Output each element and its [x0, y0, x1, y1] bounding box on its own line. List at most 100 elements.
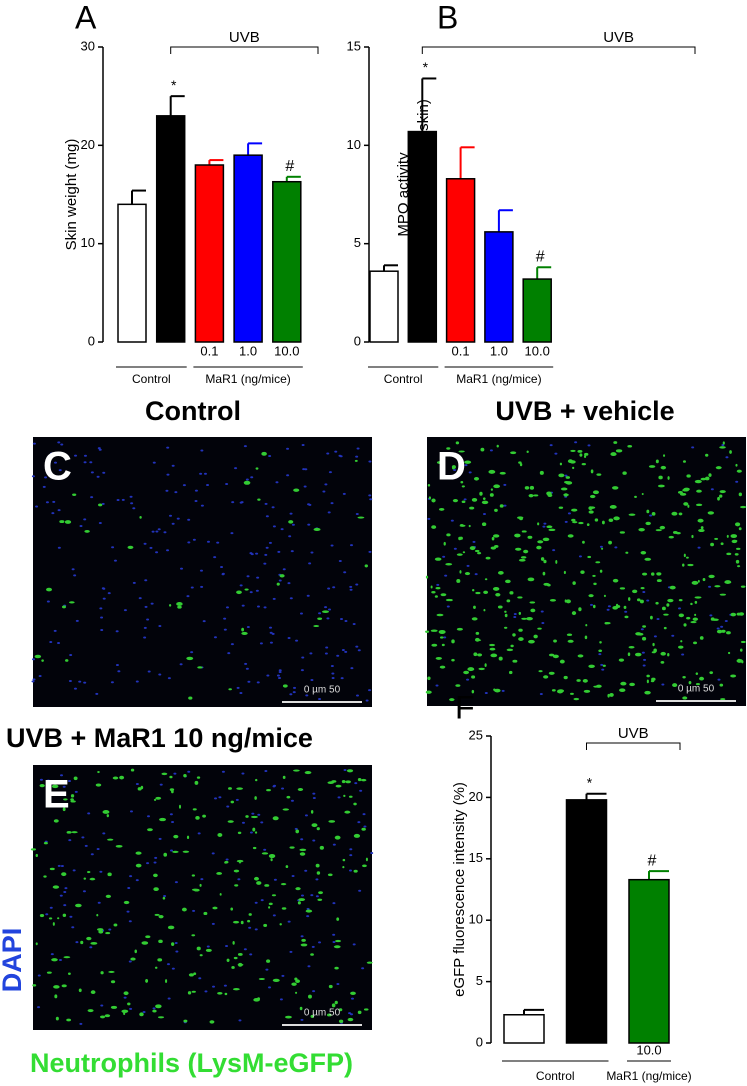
nucleus: [216, 541, 220, 544]
neutrophil: [619, 688, 626, 693]
nucleus: [340, 677, 344, 680]
nucleus: [463, 498, 467, 501]
neutrophil: [471, 675, 476, 679]
neutrophil: [234, 884, 239, 887]
neutrophil: [236, 859, 244, 863]
neutrophil: [588, 664, 595, 669]
nucleus: [549, 444, 553, 447]
neutrophil: [736, 469, 742, 473]
nucleus: [370, 851, 374, 854]
neutrophil: [692, 617, 699, 621]
nucleus: [269, 626, 273, 629]
neutrophil: [651, 677, 656, 681]
neutrophil: [192, 808, 197, 811]
nucleus: [68, 839, 72, 842]
neutrophil: [139, 1012, 144, 1017]
nucleus: [332, 940, 336, 943]
scale-label: 0 µm 50: [304, 685, 341, 696]
neutrophil: [521, 617, 528, 620]
neutrophil: [655, 601, 659, 605]
nucleus: [290, 799, 294, 802]
nucleus: [199, 569, 203, 572]
neutrophil: [699, 636, 704, 640]
nucleus: [315, 895, 319, 898]
nucleus: [681, 653, 685, 656]
nucleus: [225, 606, 229, 609]
nucleus: [126, 910, 130, 913]
nucleus: [221, 770, 225, 773]
nucleus: [44, 476, 48, 479]
neutrophil: [678, 512, 683, 516]
neutrophil: [54, 994, 58, 999]
neutrophil: [298, 898, 306, 902]
neutrophil: [105, 932, 111, 935]
neutrophil: [279, 574, 285, 578]
nucleus: [277, 677, 281, 680]
nucleus: [90, 471, 94, 474]
neutrophil: [425, 630, 430, 633]
nucleus: [96, 848, 100, 851]
nucleus: [83, 454, 87, 457]
nucleus: [472, 540, 476, 543]
nucleus: [74, 790, 78, 793]
neutrophil: [193, 888, 200, 892]
neutrophil: [282, 808, 290, 811]
neutrophil: [587, 555, 592, 559]
nucleus: [220, 565, 224, 568]
nucleus: [49, 641, 53, 644]
neutrophil: [441, 643, 445, 647]
neutrophil: [226, 958, 230, 962]
neutrophil: [518, 558, 526, 562]
nucleus: [248, 926, 252, 929]
neutrophil: [489, 643, 496, 647]
neutrophil: [90, 990, 96, 995]
nucleus: [352, 622, 356, 625]
neutrophil: [730, 612, 737, 617]
nucleus: [540, 610, 544, 613]
nucleus: [642, 664, 646, 667]
nucleus: [342, 492, 346, 495]
neutrophil: [98, 930, 104, 934]
x-tick-label: 0.1: [452, 343, 470, 358]
neutrophil: [233, 869, 240, 873]
neutrophil: [240, 920, 244, 925]
neutrophil: [336, 917, 340, 921]
neutrophil: [504, 610, 507, 613]
neutrophil: [154, 966, 158, 969]
nucleus: [363, 825, 367, 828]
nucleus: [180, 567, 184, 570]
neutrophil: [451, 465, 456, 469]
neutrophil: [644, 690, 651, 695]
neutrophil: [497, 605, 503, 609]
neutrophil: [427, 483, 431, 487]
nucleus: [174, 942, 178, 945]
nucleus: [357, 821, 361, 824]
nucleus: [83, 461, 87, 464]
neutrophil: [139, 516, 142, 519]
neutrophil: [257, 498, 261, 501]
neutrophil: [458, 450, 465, 453]
nucleus: [111, 546, 115, 549]
neutrophil: [714, 537, 719, 540]
neutrophil: [628, 646, 635, 649]
neutrophil: [80, 940, 84, 945]
neutrophil: [227, 820, 234, 823]
nucleus: [71, 568, 75, 571]
neutrophil: [254, 831, 258, 834]
neutrophil: [638, 527, 645, 532]
neutrophil: [102, 810, 110, 814]
neutrophil: [145, 979, 149, 983]
neutrophil: [739, 648, 743, 652]
nucleus: [200, 504, 204, 507]
neutrophil: [261, 451, 267, 456]
neutrophil: [548, 653, 555, 657]
nucleus: [187, 518, 191, 521]
nucleus: [235, 798, 239, 801]
nucleus: [325, 646, 329, 649]
neutrophil: [230, 800, 235, 804]
neutrophil: [540, 557, 545, 561]
neutrophil: [646, 674, 650, 678]
neutrophil: [510, 644, 514, 648]
neutrophil: [155, 1004, 162, 1009]
